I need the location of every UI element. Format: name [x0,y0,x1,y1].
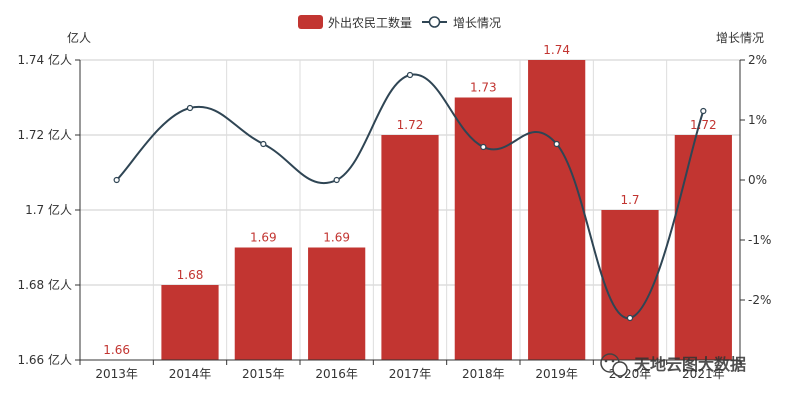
left-tick-label: 1.74 亿人 [17,52,72,67]
bar [601,210,659,360]
x-tick-label: 2019年 [535,367,578,381]
x-tick-label: 2013年 [95,367,138,381]
bar-value-label: 1.66 [103,343,130,357]
x-tick-label: 2015年 [242,367,285,381]
growth-point [700,107,707,115]
growth-point [406,71,414,79]
right-tick-label: -1% [748,233,771,247]
bar [161,285,219,360]
axes: 1.66 亿人 1.68 亿人 1.7 亿人 1.72 亿人 1.74 亿人 -2% -1%… [17,52,771,381]
right-tick-label: 2% [748,53,767,67]
growth-line [113,71,707,322]
right-tick-label: -2% [748,293,771,307]
bar-value-label: 1.69 [250,231,277,245]
bar-value-label: 1.74 [543,43,570,57]
watermark-text: 天地云图大数据 [634,355,746,374]
growth-point [186,104,194,112]
x-tick-label: 2018年 [462,367,505,381]
watermark: 天地云图大数据 [600,353,746,377]
growth-point [480,143,487,151]
bar-value-label: 1.69 [323,231,350,245]
bar-value-label: 1.68 [177,268,204,282]
legend-line-marker[interactable] [428,16,441,28]
bar [381,135,439,360]
wechat-icon [600,353,628,377]
legend-bar-label[interactable]: 外出农民工数量 [328,15,412,30]
left-axis-unit: 亿人 [67,30,91,45]
bar-value-label: 1.7 [620,193,639,207]
bar-value-label: 1.73 [470,81,497,95]
bar-value-label: 1.72 [397,118,424,132]
growth-point [626,314,634,322]
right-axis-unit: 增长情况 [716,31,764,45]
bar [454,97,512,360]
bar [674,135,732,360]
growth-point [113,176,120,184]
x-tick-label: 2021年 [682,367,725,381]
x-tick-label: 2016年 [315,367,358,381]
x-tick-label: 2014年 [169,367,212,381]
right-tick-label: 1% [748,113,767,127]
growth-point [553,140,560,148]
bar [234,247,292,360]
bar [308,247,366,360]
bar-value-label: 1.72 [690,118,717,132]
left-tick-label: 1.7 亿人 [25,202,72,217]
x-tick-label: 2017年 [389,367,432,381]
bars [161,60,732,360]
bar [528,60,586,360]
growth-point [333,176,340,184]
left-tick-label: 1.68 亿人 [17,277,72,292]
left-tick-label: 1.72 亿人 [17,127,72,142]
right-tick-label: 0% [748,173,767,187]
left-tick-label: 1.66 亿人 [17,352,72,367]
legend[interactable]: 外出农民工数量 增长情况 [298,15,501,30]
legend-bar-swatch[interactable] [298,15,323,29]
growth-point [260,140,267,148]
data-labels: 1.66 1.68 1.69 1.69 1.72 1.73 1.74 1.7 1.72 [103,43,716,357]
legend-line-label[interactable]: 增长情况 [453,16,501,30]
